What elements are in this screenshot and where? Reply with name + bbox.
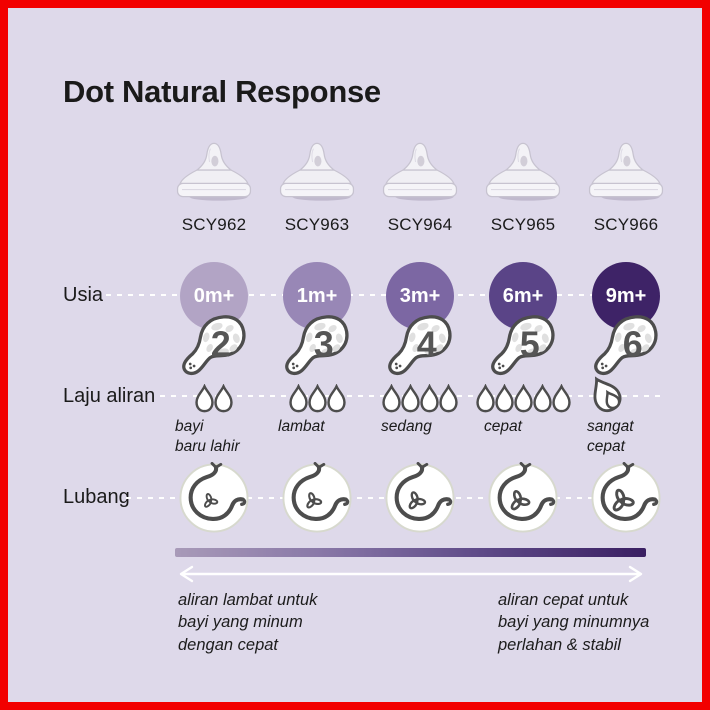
svg-text:3: 3	[314, 324, 334, 365]
svg-text:5: 5	[520, 324, 540, 365]
droplet-icon	[214, 384, 233, 413]
flow-drops	[471, 382, 575, 413]
age-label: 1m+	[296, 284, 338, 307]
model-code: SCY962	[181, 215, 247, 234]
flow-number-icon: 4	[368, 314, 472, 382]
hole-icon	[574, 462, 678, 534]
droplet-icon	[401, 384, 420, 413]
range-arrow-icon	[179, 565, 643, 583]
product-column: SCY963 1m+ 3 lambat	[265, 8, 369, 710]
hole-icon	[162, 462, 266, 534]
svg-text:4: 4	[417, 324, 437, 365]
hole-icon	[471, 462, 575, 534]
age-label: 9m+	[605, 284, 647, 307]
droplet-icon	[307, 384, 327, 413]
product-column: SCY964 3m+ 4 sedang	[368, 8, 472, 710]
droplet-icon	[475, 384, 495, 413]
age-label: 0m+	[193, 284, 235, 307]
product-column: SCY962 0m+ 2 bayi baru lahir	[162, 8, 266, 710]
flow-drops	[162, 382, 266, 413]
legend-left-text: aliran lambat untuk bayi yang minum deng…	[178, 591, 318, 654]
flow-number-icon: 5	[471, 314, 575, 382]
flow-variable-icon	[574, 376, 678, 413]
teat-photo-icon	[574, 138, 678, 204]
model-code: SCY963	[284, 215, 350, 234]
flow-rate-label: bayi baru lahir	[175, 418, 240, 455]
flow-rate-label: sangat cepat	[587, 418, 634, 455]
legend-right-text: aliran cepat untuk bayi yang minumnya pe…	[498, 591, 650, 654]
droplet-icon	[532, 384, 552, 413]
product-column: SCY966 9m+ 6 sangat cepat	[574, 8, 678, 710]
page-title: Dot Natural Response	[63, 74, 381, 109]
teat-photo-icon	[471, 138, 575, 204]
age-row-label: Usia	[63, 284, 104, 306]
hole-icon	[368, 462, 472, 534]
droplet-icon	[420, 384, 439, 413]
model-code: SCY964	[387, 215, 453, 234]
hole-row-label: Lubang	[63, 486, 130, 508]
flow-rate-label: cepat	[484, 418, 522, 435]
age-label: 3m+	[399, 284, 441, 307]
flow-number-icon: 6	[574, 314, 678, 382]
svg-text:6: 6	[623, 324, 643, 365]
flow-rate-label: lambat	[278, 418, 325, 435]
age-row-dashed-line	[106, 294, 660, 296]
droplet-icon	[326, 384, 346, 413]
product-column: SCY965 6m+ 5 cepat	[471, 8, 575, 710]
flow-drops	[265, 382, 369, 413]
droplet-icon	[551, 384, 571, 413]
model-code: SCY966	[593, 215, 659, 234]
droplet-icon	[494, 384, 514, 413]
droplet-icon	[382, 384, 401, 413]
droplet-icon	[439, 384, 458, 413]
droplet-icon	[288, 384, 308, 413]
flow-gradient-bar	[175, 548, 646, 557]
flow-drops	[368, 382, 472, 413]
flow-row-label: Laju aliran	[63, 385, 156, 407]
teat-photo-icon	[368, 138, 472, 204]
age-label: 6m+	[502, 284, 544, 307]
teat-photo-icon	[162, 138, 266, 204]
flow-number-icon: 3	[265, 314, 369, 382]
flow-rate-label: sedang	[381, 418, 432, 435]
model-code: SCY965	[490, 215, 556, 234]
flow-number-icon: 2	[162, 314, 266, 382]
teat-photo-icon	[265, 138, 369, 204]
svg-text:2: 2	[211, 324, 231, 365]
droplet-icon	[513, 384, 533, 413]
hole-icon	[265, 462, 369, 534]
droplet-icon	[195, 384, 214, 413]
